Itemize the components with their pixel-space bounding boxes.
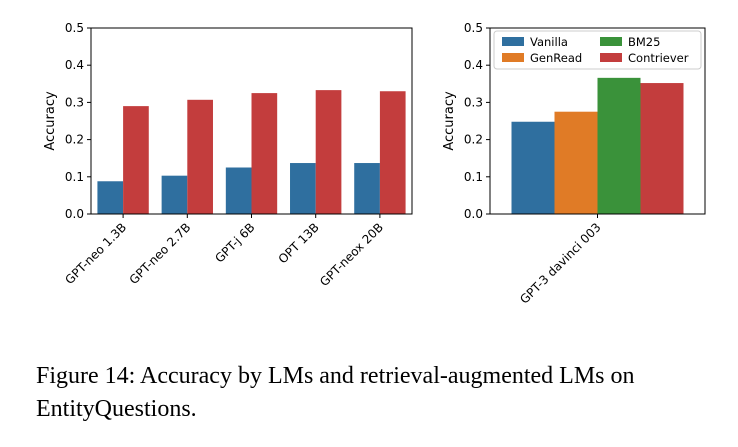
legend-label-vanilla: Vanilla (530, 35, 568, 49)
legend-swatch-bm25 (600, 37, 622, 46)
y-tick-label: 0.4 (464, 58, 483, 72)
bar-contriever-0 (123, 106, 149, 214)
y-tick-label: 0.5 (464, 21, 483, 35)
y-tick-label: 0.1 (464, 170, 483, 184)
legend-label-bm25: BM25 (628, 35, 660, 49)
y-tick-label: 0.0 (65, 207, 84, 221)
x-tick-label: GPT-neox 20B (317, 220, 386, 289)
x-tick-label: GPT-j 6B (212, 220, 257, 265)
y-tick-label: 0.3 (65, 95, 84, 109)
bar-vanilla-3 (290, 163, 316, 214)
bar-contriever-0 (640, 83, 684, 214)
legend: Vanilla GenRead BM25 Contriever (493, 30, 702, 70)
bar-vanilla-1 (161, 175, 188, 214)
legend-label-genread: GenRead (530, 51, 582, 65)
bar-bm25-0 (597, 77, 641, 215)
x-tick-label: OPT 13B (276, 220, 322, 266)
bar-contriever-4 (379, 91, 406, 214)
y-tick-label: 0.1 (65, 170, 84, 184)
chart-retrieval-accuracy: 0.0 0.1 0.2 0.3 0.4 0.5 Accuracy GPT-3 davinci … (442, 21, 706, 307)
x-tick-label: GPT-3 davinci 003 (517, 220, 603, 306)
y-axis-label: Accuracy (442, 91, 457, 151)
bar-vanilla-0 (511, 121, 555, 214)
bar-vanilla-0 (97, 181, 124, 214)
y-tick-label: 0.5 (65, 21, 84, 35)
bar-vanilla-4 (354, 163, 380, 214)
x-tick-label: GPT-neo 1.3B (62, 220, 129, 287)
legend-swatch-vanilla (502, 37, 524, 46)
legend-label-contriever: Contriever (628, 51, 689, 65)
y-tick-label: 0.4 (65, 58, 84, 72)
legend-box (493, 30, 702, 70)
bar-contriever-3 (315, 90, 342, 214)
bar-contriever-1 (187, 99, 213, 214)
y-axis-label: Accuracy (43, 91, 58, 151)
x-tick-label: GPT-neo 2.7B (127, 220, 194, 287)
y-tick-label: 0.2 (65, 133, 84, 147)
legend-swatch-contriever (600, 53, 622, 62)
legend-swatch-genread (502, 53, 524, 62)
y-tick-label: 0.0 (464, 207, 483, 221)
bar-genread-0 (554, 111, 598, 214)
y-tick-label: 0.2 (464, 133, 483, 147)
bar-contriever-2 (251, 93, 278, 214)
figure-caption: Figure 14: Accuracy by LMs and retrieval… (36, 363, 635, 422)
y-tick-label: 0.3 (464, 95, 483, 109)
bar-vanilla-2 (225, 167, 252, 214)
